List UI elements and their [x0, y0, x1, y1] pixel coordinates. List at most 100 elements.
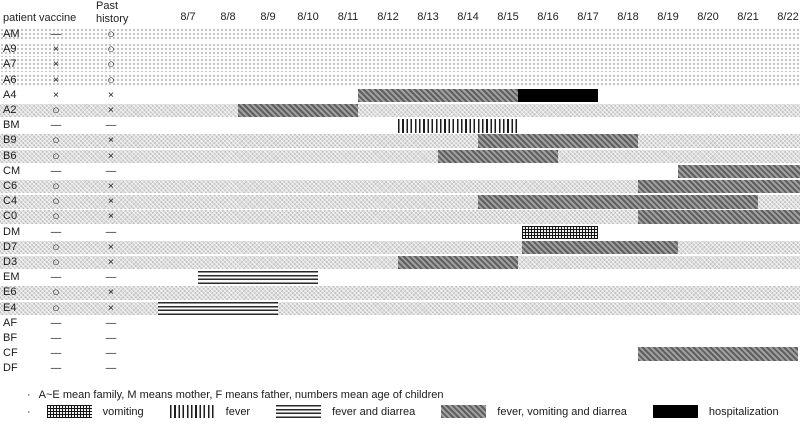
legend-bullet: ·: [27, 405, 31, 418]
patient-row-A4: A4 × ×: [0, 88, 800, 103]
column-header-vaccine: vaccine: [39, 12, 77, 24]
row-background-dotted: [0, 73, 800, 87]
symptom-bar-hospitalization: [518, 88, 598, 103]
patient-row-C4: C4 ○ ×: [0, 194, 800, 209]
patient-row-CF: CF — —: [0, 346, 800, 361]
vaccine-status-symbol: —: [50, 316, 62, 329]
patient-id-label: BM: [3, 119, 20, 132]
row-background-gray: [0, 210, 800, 224]
row-background-gray: [0, 286, 800, 300]
patient-row-BM: BM — —: [0, 118, 800, 133]
past-history-symbol: —: [105, 347, 117, 360]
footnote-text: A~E mean family, M means mother, F means…: [38, 389, 444, 401]
past-history-symbol: ○: [107, 42, 115, 57]
vaccine-status-symbol: ○: [52, 194, 60, 209]
legend-item-vomiting: vomiting: [46, 405, 144, 418]
row-background-dotted: [0, 58, 800, 72]
patient-id-label: D3: [3, 256, 18, 268]
symptom-bar-fever_vomiting_diarrea: [478, 134, 638, 148]
footnote-bullet: ·: [27, 389, 31, 401]
patient-id-label: E6: [3, 286, 17, 299]
date-tick-label: 8/17: [577, 11, 599, 23]
legend-items: vomiting fever fever and diarrea fever, vom…: [46, 405, 800, 418]
past-history-symbol: ×: [107, 180, 115, 192]
vaccine-status-symbol: ×: [52, 73, 60, 86]
symptom-bar-fever_vomiting_diarrea: [678, 164, 800, 179]
legend-item-fever_vomiting_diarrea: fever, vomiting and diarrea: [441, 405, 627, 418]
past-history-symbol: —: [105, 164, 117, 177]
date-tick-label: 8/21: [737, 11, 759, 23]
past-history-symbol: ×: [107, 134, 115, 147]
date-tick-label: 8/14: [457, 11, 479, 23]
patient-id-label: A2: [3, 104, 17, 116]
patient-id-label: AM: [3, 28, 20, 40]
past-history-symbol: —: [105, 332, 117, 344]
patient-id-label: DF: [3, 362, 18, 375]
patient-row-A9: A9 × ○: [0, 42, 800, 57]
date-tick-label: 8/11: [337, 11, 359, 23]
past-history-symbol: ×: [107, 149, 115, 162]
vaccine-status-symbol: —: [50, 332, 62, 344]
past-history-symbol: ○: [107, 72, 115, 87]
legend-label: fever, vomiting and diarrea: [497, 405, 627, 418]
date-tick-label: 8/12: [377, 11, 399, 23]
legend-swatch-vomiting-icon: [46, 405, 92, 418]
row-background-dotted: [0, 43, 800, 57]
vaccine-status-symbol: ○: [52, 133, 60, 148]
patient-row-B6: B6 ○ ×: [0, 149, 800, 164]
row-background-gray: [0, 149, 800, 163]
vaccine-status-symbol: ○: [52, 239, 60, 254]
patient-id-label: C0: [3, 210, 18, 223]
patient-id-label: B6: [3, 149, 17, 162]
legend-label: fever: [225, 405, 251, 418]
patient-row-A7: A7 × ○: [0, 57, 800, 72]
footnote: · A~E mean family, M means mother, F mean…: [27, 389, 444, 401]
vaccine-status-symbol: ×: [52, 58, 60, 71]
column-header-patient: patient: [3, 12, 37, 24]
past-history-symbol: —: [105, 316, 117, 329]
symptom-bar-fever_vomiting_diarrea: [398, 256, 518, 270]
vaccine-status-symbol: —: [50, 119, 62, 132]
patient-id-label: BF: [3, 332, 18, 344]
date-tick-label: 8/16: [537, 11, 559, 23]
past-history-symbol: ○: [107, 27, 115, 41]
symptom-bar-vomiting: [522, 225, 598, 239]
patient-row-B9: B9 ○ ×: [0, 133, 800, 148]
past-history-symbol: ×: [107, 301, 115, 314]
patient-id-label: D7: [3, 240, 18, 253]
vaccine-status-symbol: ×: [52, 88, 60, 101]
symptom-bar-fever_vomiting_diarrea: [358, 88, 518, 103]
patient-row-D3: D3 ○ ×: [0, 255, 800, 270]
past-history-symbol: ○: [107, 57, 115, 72]
patient-id-label: EM: [3, 271, 20, 284]
symptom-bar-fever_vomiting_diarrea: [638, 347, 798, 361]
date-tick-label: 8/7: [180, 11, 196, 23]
patient-row-D7: D7 ○ ×: [0, 240, 800, 255]
patient-row-A2: A2 ○ ×: [0, 103, 800, 118]
patient-row-A6: A6 × ○: [0, 73, 800, 88]
patient-id-label: A4: [3, 88, 17, 101]
vaccine-status-symbol: —: [50, 347, 62, 360]
date-tick-label: 8/15: [497, 11, 519, 23]
past-history-symbol: ×: [107, 88, 115, 101]
date-tick-label: 8/22: [777, 11, 799, 23]
patient-row-BF: BF — —: [0, 331, 800, 346]
row-background-gray: [0, 180, 800, 194]
symptom-bar-fever_vomiting_diarrea: [438, 149, 558, 163]
past-history-line1: Past: [96, 0, 119, 12]
vaccine-status-symbol: ×: [52, 43, 60, 56]
vaccine-status-symbol: —: [50, 271, 62, 284]
patient-id-label: A9: [3, 43, 17, 56]
date-tick-label: 8/13: [417, 11, 439, 23]
patient-row-CM: CM — —: [0, 164, 800, 179]
date-tick-label: 8/8: [220, 11, 236, 23]
vaccine-status-symbol: —: [50, 225, 62, 238]
vaccine-status-symbol: —: [50, 164, 62, 177]
symptom-bar-fever_vomiting_diarrea: [238, 104, 358, 118]
patient-row-DM: DM — —: [0, 225, 800, 240]
patient-id-label: C4: [3, 195, 18, 208]
past-history-symbol: —: [105, 225, 117, 238]
date-tick-label: 8/10: [297, 11, 319, 23]
legend-swatch-fever_vomiting_diarrea-icon: [441, 405, 487, 418]
